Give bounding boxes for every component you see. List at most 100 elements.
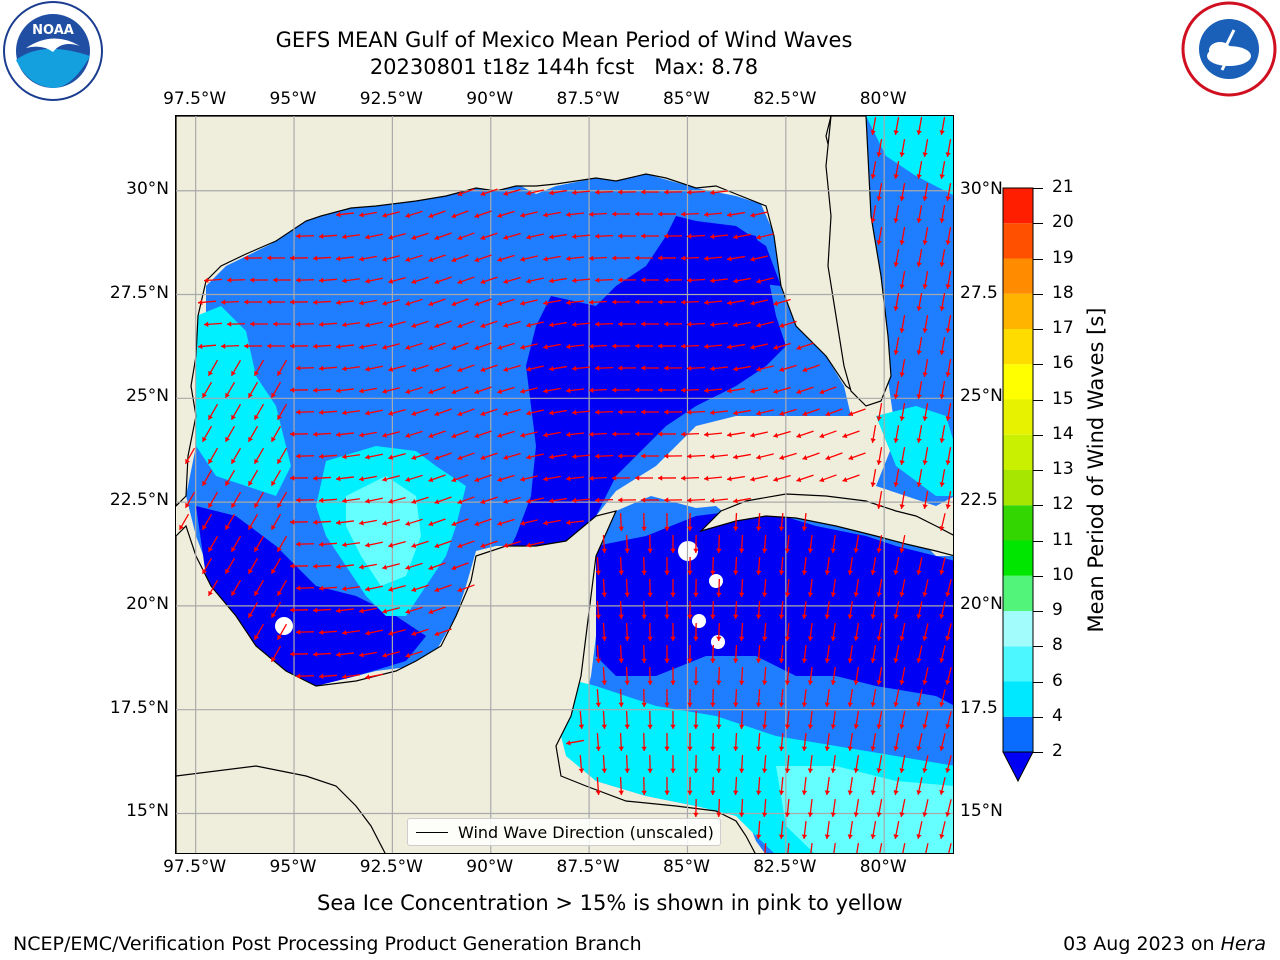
wind-arrow: [922, 139, 929, 157]
wind-arrow: [899, 711, 906, 729]
wind-arrow: [945, 755, 952, 773]
wind-arrow: [497, 518, 515, 526]
colorbar-segment: [1003, 575, 1033, 611]
colorbar-tick-label: 4: [1052, 705, 1063, 726]
wind-arrow: [739, 534, 745, 554]
wind-arrow: [276, 447, 288, 465]
wind-arrow: [388, 277, 406, 284]
wind-arrow: [289, 519, 309, 525]
wind-arrow: [739, 798, 745, 818]
wind-arrow: [641, 688, 647, 708]
wind-arrow: [312, 387, 332, 393]
wind-arrow: [588, 431, 608, 437]
colorbar-tick-mark: [1033, 681, 1043, 683]
wind-arrow: [761, 798, 768, 818]
wind-arrow: [750, 255, 768, 262]
wind-arrow: [634, 475, 654, 481]
wind-arrow: [922, 183, 929, 201]
wind-arrow: [341, 277, 361, 284]
wind-arrow: [755, 556, 762, 576]
wind-arrow: [807, 666, 814, 686]
wind-arrow: [657, 299, 677, 305]
render-host: Hera: [1220, 933, 1266, 955]
wind-arrow: [594, 233, 614, 239]
wind-arrow: [939, 777, 946, 795]
wind-arrow: [520, 211, 538, 218]
wind-arrow: [549, 189, 567, 196]
lon-tick-label: 87.5°W: [556, 857, 620, 877]
wind-arrow: [686, 277, 706, 283]
wind-arrow: [916, 557, 923, 575]
wind-arrow: [733, 688, 739, 708]
wind-arrow: [207, 579, 219, 597]
wind-arrow: [693, 578, 699, 598]
wind-arrow: [755, 644, 762, 664]
wind-arrow: [382, 387, 400, 394]
wind-arrow: [945, 579, 952, 597]
wind-arrow: [405, 342, 423, 350]
wind-arrow: [916, 425, 923, 443]
wind-arrow: [359, 431, 377, 438]
colorbar-tick-mark: [1033, 434, 1043, 436]
wind-arrow: [922, 403, 929, 421]
colorbar-segment: [1003, 681, 1033, 717]
wind-arrow: [716, 666, 722, 686]
wind-arrow: [565, 211, 585, 218]
wind-arrow: [543, 387, 561, 394]
wind-arrow: [939, 821, 946, 839]
wind-arrow: [318, 585, 338, 592]
wind-arrow: [618, 556, 624, 576]
wind-arrow: [716, 578, 722, 598]
lon-tick-label: 87.5°W: [556, 89, 620, 109]
wind-arrow: [457, 584, 475, 593]
wind-arrow: [778, 644, 785, 664]
wind-arrow: [773, 474, 791, 482]
wind-arrow: [295, 541, 315, 547]
wind-arrow: [253, 535, 265, 553]
wind-arrow: [755, 732, 762, 752]
wind-arrow: [428, 298, 446, 307]
wind-arrow: [571, 321, 591, 328]
wind-arrow: [474, 386, 492, 395]
wind-arrow: [640, 321, 660, 327]
colorbar-segment: [1003, 505, 1033, 541]
wind-arrow: [497, 474, 515, 482]
wind-arrow: [411, 628, 429, 637]
wind-arrow: [876, 579, 883, 597]
wind-arrow: [276, 403, 288, 421]
wind-arrow: [565, 431, 585, 438]
lat-tick-label: 25°N: [126, 386, 169, 407]
wind-arrow: [224, 513, 236, 531]
lat-tick-label: 22.5: [960, 490, 998, 511]
wind-arrow: [870, 469, 877, 487]
wind-arrow: [203, 321, 223, 328]
wind-arrow: [207, 535, 219, 553]
wind-arrow: [893, 117, 900, 135]
wind-arrow: [899, 315, 906, 333]
wind-arrow: [709, 189, 729, 196]
wind-arrow: [526, 233, 544, 240]
wind-arrow: [634, 211, 654, 217]
wind-arrow: [480, 364, 498, 373]
wind-arrow: [807, 710, 814, 730]
wind-arrow: [687, 512, 693, 532]
wind-arrow: [733, 776, 739, 796]
wind-arrow: [916, 381, 923, 399]
wind-arrow: [778, 776, 785, 796]
wind-arrow: [847, 733, 854, 751]
wind-arrow: [853, 799, 860, 817]
wind-arrow: [405, 254, 423, 262]
wind-wave-arrows: [178, 117, 952, 853]
wind-arrow: [295, 673, 315, 679]
lat-tick-label: 15°N: [126, 801, 169, 822]
colorbar-tick-label: 12: [1052, 494, 1074, 515]
wind-arrow: [270, 469, 282, 487]
lon-tick-label: 85°W: [662, 857, 710, 877]
wind-arrow: [428, 386, 446, 395]
wind-arrow: [624, 622, 630, 642]
wind-arrow: [750, 387, 768, 394]
wind-arrow: [893, 733, 900, 751]
wind-arrow: [405, 210, 423, 218]
wind-arrow: [709, 277, 729, 284]
wind-arrow: [756, 409, 774, 416]
